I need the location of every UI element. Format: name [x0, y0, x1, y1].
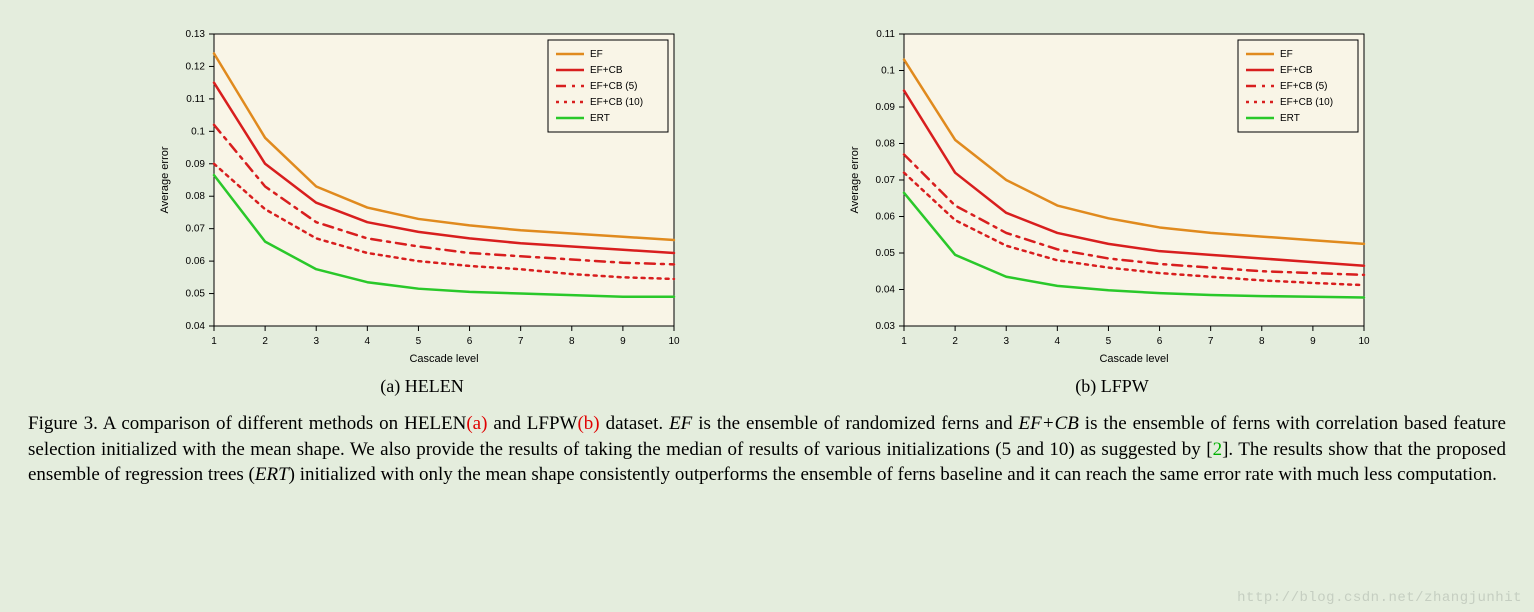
- chart-a: 1 2 3 4 5 6 7 8 9 10 0.04 0.05 0.06 0.07 0.08 0.09 0.1 0.…: [152, 20, 692, 370]
- svg-text:EF+CB: EF+CB: [1280, 65, 1313, 76]
- svg-text:0.11: 0.11: [876, 29, 895, 40]
- svg-text:EF+CB (10): EF+CB (10): [590, 97, 643, 108]
- svg-text:Cascade level: Cascade level: [409, 353, 478, 365]
- svg-text:0.08: 0.08: [186, 191, 206, 202]
- svg-text:0.12: 0.12: [186, 61, 206, 72]
- cap-a-red: (a): [466, 413, 487, 434]
- svg-text:7: 7: [518, 336, 524, 347]
- svg-text:9: 9: [620, 336, 626, 347]
- subcaption-b: (b) LFPW: [1075, 376, 1149, 397]
- svg-text:2: 2: [952, 336, 958, 347]
- svg-text:0.05: 0.05: [876, 248, 896, 259]
- svg-text:6: 6: [1157, 336, 1163, 347]
- cap-p2: and LFPW: [487, 413, 577, 434]
- figure-label: Figure 3.: [28, 413, 98, 434]
- cap-b-red: (b): [577, 413, 599, 434]
- svg-text:EF+CB (10): EF+CB (10): [1280, 97, 1333, 108]
- cap-efcb: EF+CB: [1019, 413, 1079, 434]
- svg-text:EF: EF: [1280, 49, 1293, 60]
- svg-text:0.11: 0.11: [186, 94, 205, 105]
- svg-text:1: 1: [901, 336, 907, 347]
- cap-p1: A comparison of different methods on HEL…: [98, 413, 467, 434]
- svg-text:9: 9: [1310, 336, 1316, 347]
- svg-text:5: 5: [416, 336, 422, 347]
- svg-text:EF: EF: [590, 49, 603, 60]
- svg-text:0.06: 0.06: [186, 256, 206, 267]
- figure-caption: Figure 3. A comparison of different meth…: [20, 405, 1514, 488]
- svg-text:0.03: 0.03: [876, 321, 896, 332]
- svg-text:0.04: 0.04: [876, 285, 896, 296]
- svg-text:10: 10: [1358, 336, 1370, 347]
- svg-text:4: 4: [1055, 336, 1061, 347]
- cap-p7: ) initialized with only the mean shape c…: [289, 464, 1497, 485]
- cap-cite: 2: [1213, 439, 1223, 460]
- svg-text:7: 7: [1208, 336, 1214, 347]
- svg-text:8: 8: [569, 336, 575, 347]
- svg-text:6: 6: [467, 336, 473, 347]
- svg-text:5: 5: [1106, 336, 1112, 347]
- svg-text:8: 8: [1259, 336, 1265, 347]
- svg-text:2: 2: [262, 336, 268, 347]
- cap-ert: ERT: [255, 464, 289, 485]
- svg-text:ERT: ERT: [590, 113, 610, 124]
- svg-text:0.07: 0.07: [876, 175, 896, 186]
- svg-text:10: 10: [668, 336, 680, 347]
- svg-text:0.1: 0.1: [881, 66, 895, 77]
- svg-text:EF+CB (5): EF+CB (5): [1280, 81, 1328, 92]
- svg-text:EF+CB (5): EF+CB (5): [590, 81, 638, 92]
- svg-text:Average error: Average error: [849, 146, 861, 213]
- subcaption-a: (a) HELEN: [380, 376, 463, 397]
- svg-text:3: 3: [1003, 336, 1009, 347]
- watermark: http://blog.csdn.net/zhangjunhit: [1237, 590, 1522, 606]
- svg-text:0.07: 0.07: [186, 224, 206, 235]
- svg-text:ERT: ERT: [1280, 113, 1300, 124]
- svg-text:3: 3: [313, 336, 319, 347]
- svg-text:0.06: 0.06: [876, 212, 896, 223]
- charts-row: 1 2 3 4 5 6 7 8 9 10 0.04 0.05 0.06 0.07 0.08 0.09 0.1 0.…: [20, 20, 1514, 397]
- svg-text:0.1: 0.1: [191, 126, 205, 137]
- svg-text:Cascade level: Cascade level: [1099, 353, 1168, 365]
- chart-b-block: 1 2 3 4 5 6 7 8 9 10 0.03 0.04 0.05 0.06 0.07 0.08 0.09 0…: [842, 20, 1382, 397]
- svg-text:4: 4: [365, 336, 371, 347]
- svg-text:0.13: 0.13: [186, 29, 206, 40]
- svg-text:0.09: 0.09: [186, 159, 206, 170]
- chart-b: 1 2 3 4 5 6 7 8 9 10 0.03 0.04 0.05 0.06 0.07 0.08 0.09 0…: [842, 20, 1382, 370]
- svg-text:1: 1: [211, 336, 217, 347]
- svg-text:Average error: Average error: [159, 146, 171, 213]
- cap-p3: dataset.: [600, 413, 669, 434]
- svg-text:0.09: 0.09: [876, 102, 896, 113]
- chart-a-block: 1 2 3 4 5 6 7 8 9 10 0.04 0.05 0.06 0.07 0.08 0.09 0.1 0.…: [152, 20, 692, 397]
- svg-text:EF+CB: EF+CB: [590, 65, 623, 76]
- cap-ef: EF: [669, 413, 692, 434]
- cap-p4: is the ensemble of randomized ferns and: [692, 413, 1018, 434]
- svg-text:0.08: 0.08: [876, 139, 896, 150]
- svg-text:0.05: 0.05: [186, 289, 206, 300]
- svg-text:0.04: 0.04: [186, 321, 206, 332]
